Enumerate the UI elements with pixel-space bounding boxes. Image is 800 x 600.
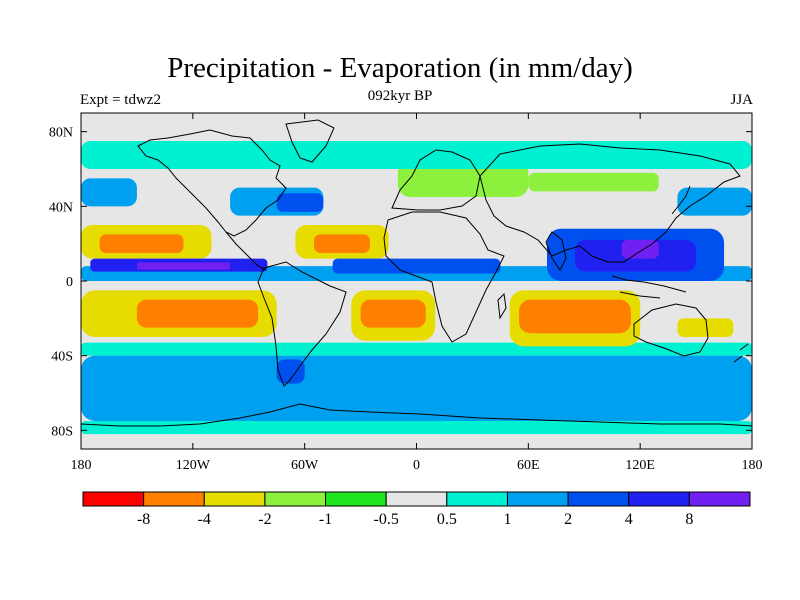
coastline-antarctica [81,403,752,427]
field-region-16 [332,258,501,274]
field-region-26 [81,178,137,207]
coastline-india [545,231,567,271]
colorbar: -8 -4 -2 -1 -0.5 0.5 1 2 4 8 [82,491,751,528]
y-tick-label: 0 [66,275,73,290]
field-region-8 [519,299,631,334]
colorbar-label: -0.5 [374,511,399,528]
coastline-greenland [285,119,335,163]
colorbar-swatch [143,491,205,507]
field-region-0 [81,355,752,421]
field-region-19 [621,239,659,259]
colorbar-swatch [628,491,690,507]
colorbar-label: 4 [625,511,633,528]
coastline-north-america [137,129,287,237]
x-tick-label: 60E [517,458,540,473]
precip-evap-field [81,141,752,435]
coastline-africa [383,211,505,343]
colorbar-swatch [325,491,387,507]
x-tick-label: 120E [625,458,655,473]
coastline-asia [479,143,741,263]
field-region-10 [99,234,184,253]
coastline-south-america [257,261,347,387]
coastline-europe [391,149,481,211]
x-tick-label: 0 [413,458,420,473]
field-region-22 [677,187,752,216]
colorbar-label: -2 [258,511,271,528]
coastline-new-zealand [733,343,749,363]
field-region-2 [81,342,752,356]
colorbar-label: 2 [564,511,572,528]
coastline-australia [633,303,709,357]
coastline-japan [671,185,691,215]
colorbar-swatch [385,491,448,507]
coastline-indonesia [611,275,687,299]
field-region-28 [677,318,734,337]
colorbar-label: 8 [685,511,693,528]
map-title: Precipitation - Evaporation (in mm/day) [167,52,633,84]
experiment-label: Expt = tdwz2 [80,92,161,108]
coastline-central-america [225,231,267,271]
colorbar-label: 0.5 [437,511,457,528]
field-region-15 [136,262,231,270]
field-region-24 [528,172,659,192]
field-region-27 [276,359,305,384]
colorbar-swatch [264,491,327,507]
colorbar-label: -8 [137,511,150,528]
field-region-1 [81,421,752,435]
x-tick-label: 180 [71,458,92,473]
field-region-21 [276,193,324,212]
field-region-25 [81,141,752,169]
x-tick-label: 180 [742,458,763,473]
y-tick-label: 80N [49,126,73,141]
season-label: JJA [730,92,753,108]
colorbar-swatch [567,491,630,507]
y-axis: 80N 40N 0 40S 80S [49,126,752,439]
field-region-4 [136,299,259,328]
colorbar-label: 1 [503,511,511,528]
x-tick-label: 60W [291,458,319,473]
x-axis: 180 120W 60W 0 60E 120E 180 [71,113,763,473]
colorbar-swatch [82,491,145,507]
period-label: 092kyr BP [367,88,433,104]
y-tick-label: 80S [51,424,73,439]
coastlines [81,119,752,427]
colorbar-swatch [688,491,751,507]
y-tick-label: 40S [51,350,73,365]
field-region-12 [313,234,370,253]
y-tick-label: 40N [49,200,73,215]
colorbar-label: -1 [319,511,332,528]
colorbar-swatch [203,491,266,507]
coastline-madagascar [497,292,507,320]
colorbar-label: -4 [198,511,211,528]
colorbar-swatch [446,491,508,507]
colorbar-swatch [506,491,569,507]
field-region-6 [360,299,426,328]
x-tick-label: 120W [176,458,211,473]
